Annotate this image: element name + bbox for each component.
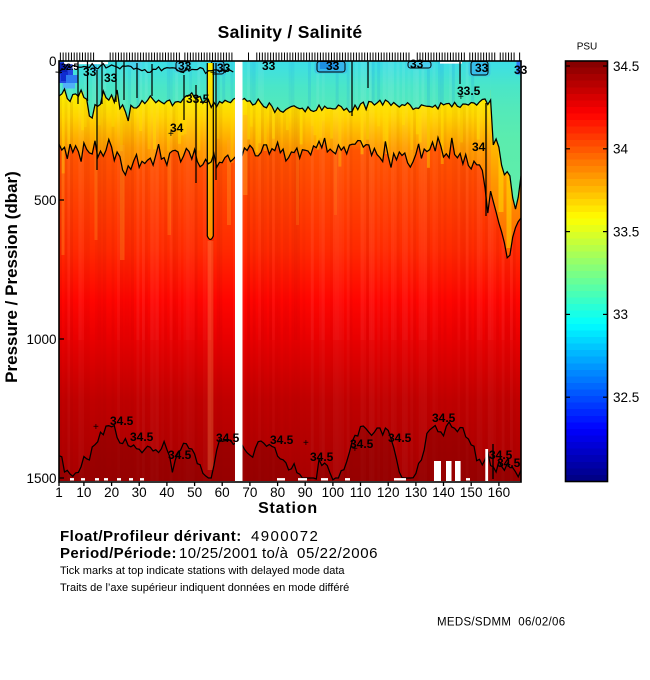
svg-text:10: 10	[76, 485, 91, 500]
svg-text:33: 33	[178, 59, 192, 73]
svg-text:50: 50	[187, 485, 202, 500]
svg-text:1500: 1500	[26, 471, 56, 486]
svg-text:33: 33	[475, 61, 489, 75]
svg-text:34.5: 34.5	[310, 450, 334, 464]
svg-text:Float/Profileur dérivant:49000: Float/Profileur dérivant: 4900072	[60, 528, 319, 545]
svg-text:90: 90	[298, 485, 313, 500]
svg-text:32.5: 32.5	[613, 390, 639, 405]
svg-text:33: 33	[104, 71, 118, 85]
svg-text:150: 150	[460, 485, 483, 500]
svg-text:0: 0	[49, 54, 57, 69]
svg-text:30: 30	[132, 485, 147, 500]
svg-text:1000: 1000	[26, 332, 56, 347]
svg-text:Traits de l’axe supérieur indi: Traits de l’axe supérieur indiquent donn…	[60, 582, 349, 594]
svg-text:Pressure / Pression (dbar): Pressure / Pression (dbar)	[2, 171, 21, 383]
svg-text:130: 130	[405, 485, 428, 500]
svg-text:20: 20	[104, 485, 119, 500]
svg-text:34.5: 34.5	[216, 431, 240, 445]
svg-text:Tick marks at top indicate sta: Tick marks at top indicate stations with…	[60, 565, 345, 577]
svg-text:33: 33	[613, 307, 628, 322]
svg-text:PSU: PSU	[577, 42, 598, 53]
svg-text:100: 100	[322, 485, 345, 500]
svg-text:80: 80	[270, 485, 285, 500]
svg-text:110: 110	[350, 485, 372, 500]
svg-text:70: 70	[242, 485, 257, 500]
svg-text:33: 33	[326, 59, 340, 73]
svg-text:34: 34	[170, 121, 184, 135]
svg-text:34.5: 34.5	[613, 59, 639, 74]
svg-text:32.5: 32.5	[61, 62, 79, 72]
svg-text:Salinity / Salinité: Salinity / Salinité	[218, 22, 363, 42]
svg-text:34.5: 34.5	[110, 414, 134, 428]
svg-text:40: 40	[159, 485, 174, 500]
svg-text:34.5: 34.5	[350, 437, 374, 451]
svg-text:140: 140	[432, 485, 455, 500]
svg-text:33: 33	[217, 61, 231, 75]
svg-text:34.5: 34.5	[489, 448, 513, 462]
svg-text:33.5: 33.5	[457, 84, 481, 98]
svg-text:+: +	[458, 92, 464, 103]
svg-text:+: +	[303, 438, 309, 449]
svg-text:33: 33	[262, 59, 276, 73]
svg-text:34.5: 34.5	[168, 448, 192, 462]
svg-text:34.5: 34.5	[432, 411, 456, 425]
svg-text:33.5: 33.5	[613, 224, 639, 239]
svg-text:Station: Station	[258, 500, 318, 517]
svg-text:33: 33	[83, 65, 97, 79]
svg-text:120: 120	[377, 485, 400, 500]
svg-text:34: 34	[613, 142, 629, 157]
svg-text:+: +	[168, 129, 174, 140]
svg-text:160: 160	[488, 485, 511, 500]
svg-text:34.5: 34.5	[130, 430, 154, 444]
svg-text:+: +	[93, 422, 99, 433]
svg-text:34.5: 34.5	[388, 431, 412, 445]
svg-text:500: 500	[34, 193, 57, 208]
svg-text:1: 1	[55, 485, 63, 500]
svg-text:33.5: 33.5	[186, 92, 210, 106]
svg-text:60: 60	[215, 485, 230, 500]
svg-text:34.5: 34.5	[497, 456, 521, 470]
svg-text:MEDS/SDMM 06/02/06: MEDS/SDMM 06/02/06	[437, 617, 565, 629]
svg-text:34: 34	[472, 140, 486, 154]
svg-text:34.5: 34.5	[270, 433, 294, 447]
svg-text:+: +	[210, 68, 216, 79]
svg-text:+: +	[352, 444, 358, 455]
